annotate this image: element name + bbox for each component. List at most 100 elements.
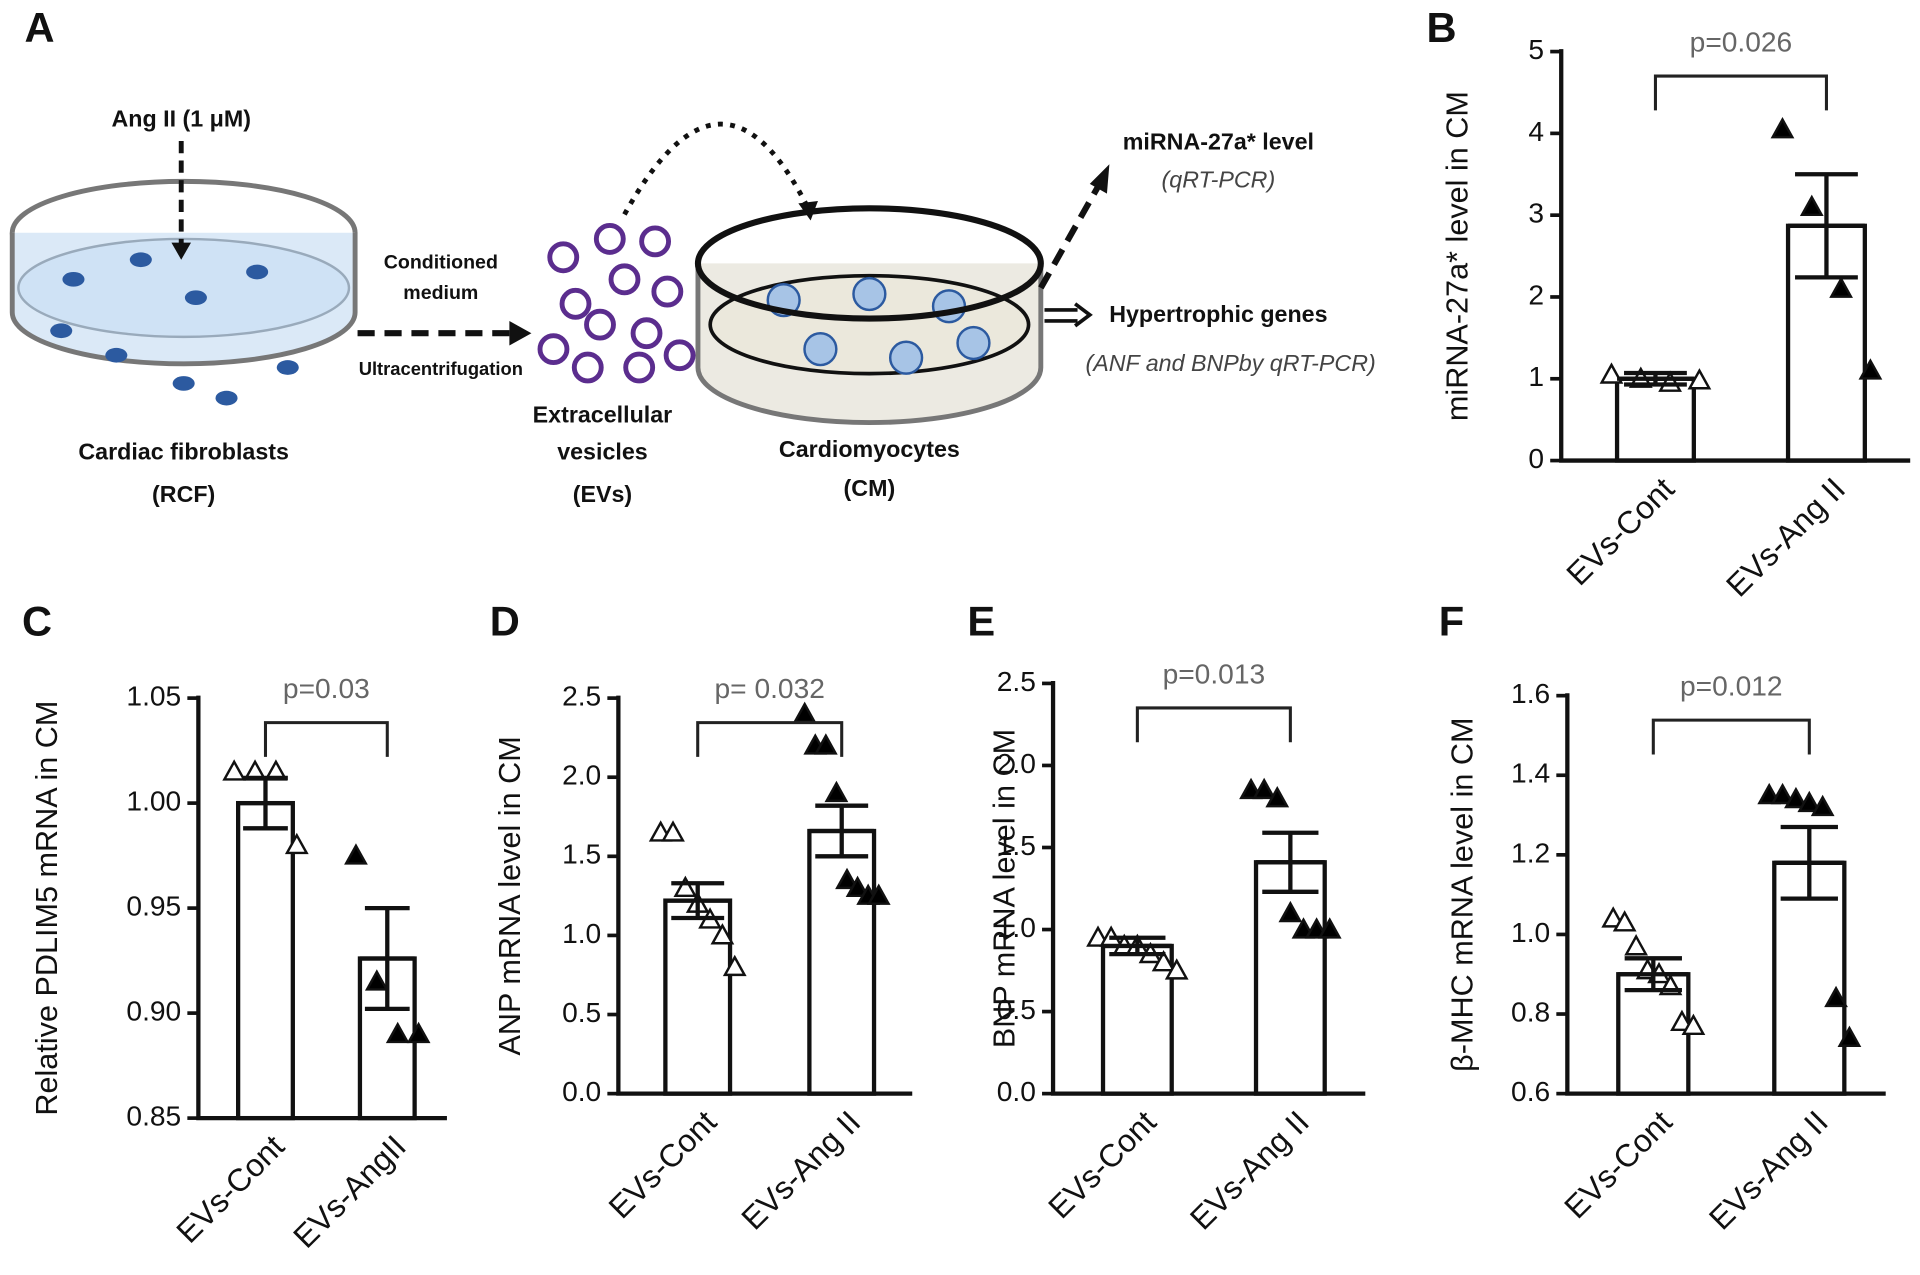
y-tick-label: 1	[1528, 361, 1544, 392]
data-point	[364, 969, 389, 991]
label: (EVs)	[573, 481, 632, 507]
data-point	[722, 954, 747, 977]
data-point	[222, 759, 247, 781]
error-bar	[1103, 935, 1172, 957]
bar-chart: E BNP mRNA level in CM 0.0 0.5 1.0 1.5 2.0 2.5 E…	[967, 598, 1366, 1237]
data-point	[661, 820, 685, 842]
axes	[616, 695, 913, 1096]
label: medium	[403, 282, 478, 304]
error-bar	[665, 881, 731, 921]
y-tick-label: 2.5	[997, 666, 1036, 697]
data-point	[710, 923, 735, 945]
error-bar	[1788, 172, 1865, 280]
data-point	[1799, 194, 1824, 217]
bar	[1253, 860, 1327, 1096]
axes	[196, 695, 447, 1121]
panel-label: E	[967, 598, 995, 645]
y-tick-label: 2.5	[562, 681, 601, 712]
y-tick-label: 0.8	[1511, 996, 1550, 1027]
x-tick-label: EVs-Cont	[602, 1103, 724, 1225]
x-tick-label: EVs-Cont	[1557, 1103, 1679, 1225]
label: (CM)	[844, 475, 896, 501]
y-tick-label: 1.0	[1511, 917, 1550, 948]
y-tick-label: 1.05	[126, 681, 181, 712]
cells	[766, 276, 991, 375]
label: Extracellular	[533, 402, 673, 428]
label: (RCF)	[152, 481, 215, 507]
y-tick-label: 1.5	[562, 839, 601, 870]
y-axis-label: ANP mRNA level in CM	[493, 736, 527, 1055]
y-tick-label: 0.95	[126, 891, 181, 922]
significance-bracket	[263, 721, 389, 757]
error-bar	[1617, 370, 1694, 387]
panel-label: D	[490, 598, 520, 645]
data-point	[406, 1021, 431, 1044]
panel-label: A	[24, 4, 54, 51]
arrow-head	[1089, 164, 1110, 194]
data-point	[284, 832, 309, 855]
significance-bracket	[696, 721, 844, 757]
data-point	[1151, 950, 1176, 972]
p-value: p=0.013	[1163, 659, 1266, 690]
panel-label: C	[22, 598, 52, 645]
data-point	[1601, 906, 1626, 928]
axes	[1565, 693, 1886, 1096]
y-tick-label: 2	[1528, 279, 1544, 310]
data-point	[1837, 1025, 1862, 1047]
y-axis-label: BNP mRNA level in CM	[988, 729, 1022, 1048]
y-tick-label: 2.0	[997, 748, 1036, 779]
bar	[1614, 376, 1696, 463]
error-bar	[238, 775, 293, 831]
bar-chart: D ANP mRNA level in CM 0.0 0.5 1.0 1.5 2.0 2.5 E…	[490, 598, 913, 1237]
panel-label: F	[1439, 598, 1464, 645]
arrow-head	[171, 242, 192, 260]
bar-chart: C Relative PDLIM5 mRNA in CM 0.85 0.90 0.95 1…	[22, 598, 447, 1255]
data-point	[1829, 276, 1853, 298]
x-tick-label: EVs-AngII	[286, 1128, 413, 1255]
data-point	[792, 701, 817, 723]
data-point	[1681, 1013, 1706, 1036]
error-bar	[809, 803, 875, 859]
y-tick-label: 4	[1528, 116, 1544, 147]
y-tick-label: 0.90	[126, 996, 181, 1027]
data-point	[1252, 777, 1277, 800]
y-tick-label: 1.4	[1511, 758, 1550, 789]
data-point	[1317, 917, 1342, 939]
error-bar	[1256, 830, 1325, 894]
label: Conditioned	[384, 252, 498, 274]
data-point	[1612, 910, 1637, 932]
error-bar	[1774, 824, 1845, 901]
label: miRNA-27a* level	[1123, 129, 1314, 155]
label: (qRT-PCR)	[1162, 167, 1276, 193]
y-tick-label: 1.5	[997, 830, 1036, 861]
arrow	[622, 121, 811, 216]
x-tick-label: EVs-Ang II	[1702, 1104, 1835, 1237]
label: (ANF and BNPby qRT-PCR)	[1085, 350, 1375, 376]
y-axis-label: miRNA-27a* level in CM	[1441, 91, 1475, 421]
label: Cardiac fibroblasts	[78, 438, 289, 464]
data-point	[835, 867, 859, 890]
y-tick-label: 0.0	[562, 1076, 601, 1107]
y-tick-label: 1.6	[1511, 678, 1550, 709]
y-tick-label: 1.2	[1511, 837, 1550, 868]
cells	[50, 252, 299, 406]
data-point	[1824, 985, 1848, 1008]
data-point	[1599, 362, 1624, 384]
y-tick-label: 1.0	[562, 918, 601, 949]
arrow-head	[509, 320, 532, 346]
p-value: p= 0.032	[715, 673, 825, 704]
data-point	[1687, 368, 1712, 390]
dish-lid	[694, 205, 1044, 322]
label: vesicles	[557, 438, 648, 464]
data-point	[1278, 900, 1303, 923]
bar	[235, 800, 295, 1121]
vesicles	[537, 223, 696, 384]
bar	[1772, 860, 1847, 1096]
data-point	[1797, 790, 1822, 813]
x-tick-label: EVs-Cont	[1559, 470, 1681, 592]
data-point	[344, 843, 368, 865]
data-point	[1670, 1009, 1694, 1032]
data-point	[1770, 782, 1795, 805]
